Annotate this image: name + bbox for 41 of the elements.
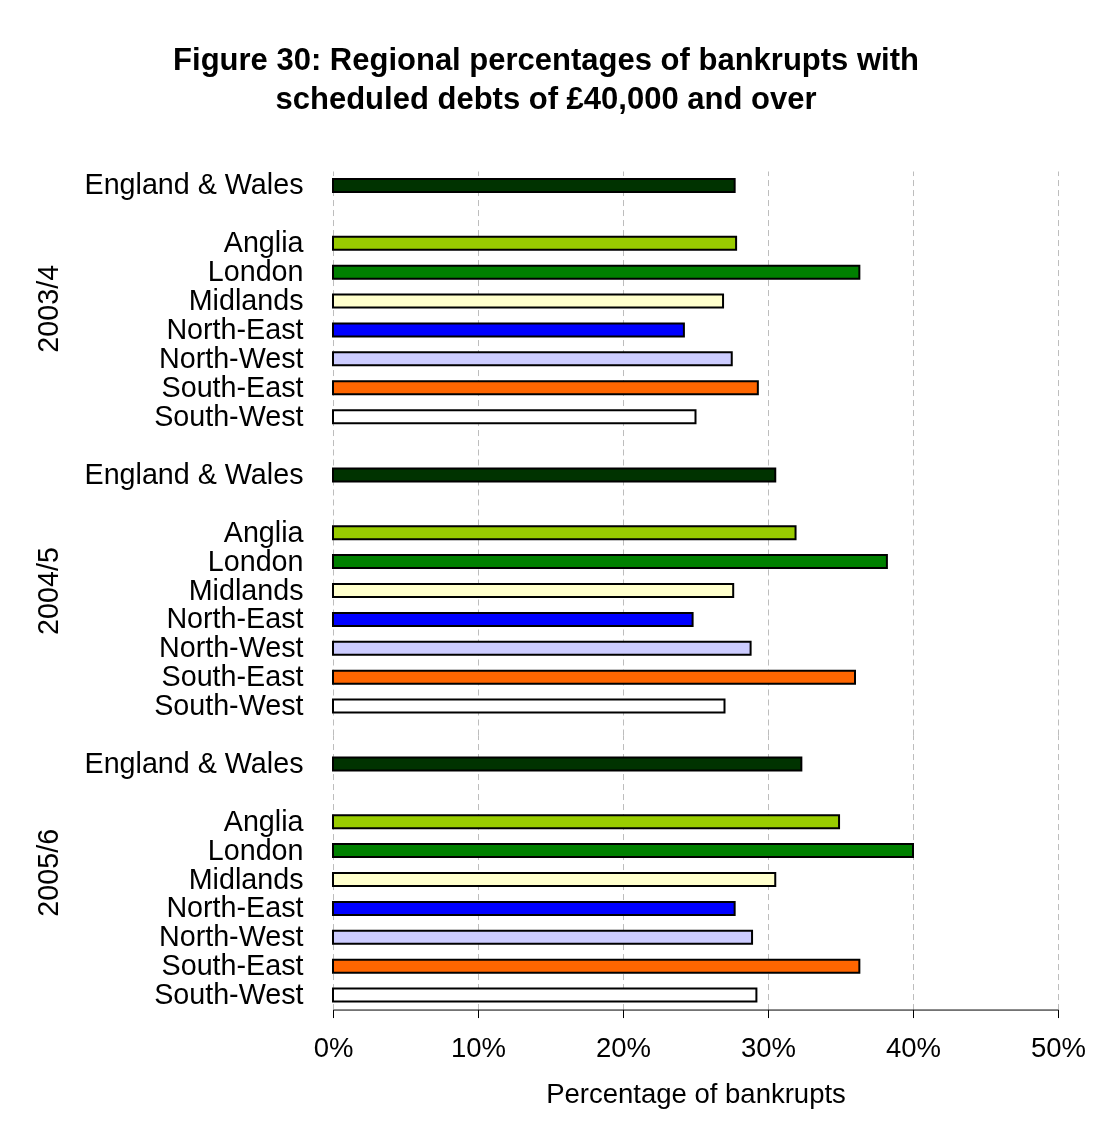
- chart-title: Figure 30: Regional percentages of bankrupts with scheduled debts of £40,000 and over: [173, 41, 919, 116]
- y-tick-label: England & Wales: [84, 457, 304, 490]
- x-tick-label: 30%: [740, 1032, 797, 1064]
- y-tick-label: Anglia: [223, 804, 304, 837]
- bar: [332, 929, 754, 945]
- bar: [332, 235, 738, 251]
- y-axis-title: 2003/4: [31, 264, 64, 353]
- x-tick-label: 0%: [313, 1032, 354, 1064]
- bar: [332, 640, 752, 656]
- bar: [332, 669, 856, 685]
- y-tick-label: Anglia: [223, 515, 304, 548]
- bar: [332, 409, 697, 425]
- y-axis-title: 2005/6: [31, 828, 64, 917]
- x-tick-label: 40%: [885, 1032, 942, 1064]
- bar: [332, 987, 758, 1003]
- y-tick-label: England & Wales: [84, 746, 304, 779]
- x-axis-title: Percentage of bankrupts: [546, 1077, 846, 1109]
- bar: [332, 756, 803, 772]
- bar: [332, 351, 733, 367]
- bar: [332, 293, 725, 309]
- bar: [332, 698, 726, 714]
- bar: [332, 958, 861, 974]
- bar: [332, 900, 736, 916]
- bar: [332, 872, 777, 887]
- bar: [332, 264, 861, 280]
- bar: [332, 554, 888, 570]
- bar: [332, 814, 841, 830]
- bar: [332, 177, 736, 193]
- bar: [332, 380, 759, 396]
- bar: [332, 611, 694, 627]
- x-tick-label: 20%: [595, 1032, 652, 1064]
- y-axis-title: 2004/5: [31, 547, 64, 635]
- bar: [332, 525, 797, 541]
- bar: [332, 843, 914, 859]
- x-tick-label: 10%: [450, 1032, 507, 1064]
- x-tick-label: 50%: [1030, 1032, 1087, 1064]
- bar: [332, 322, 685, 338]
- bar: [332, 467, 777, 483]
- y-tick-label: Anglia: [223, 226, 304, 259]
- bar: [332, 583, 735, 598]
- y-tick-label: England & Wales: [84, 168, 304, 201]
